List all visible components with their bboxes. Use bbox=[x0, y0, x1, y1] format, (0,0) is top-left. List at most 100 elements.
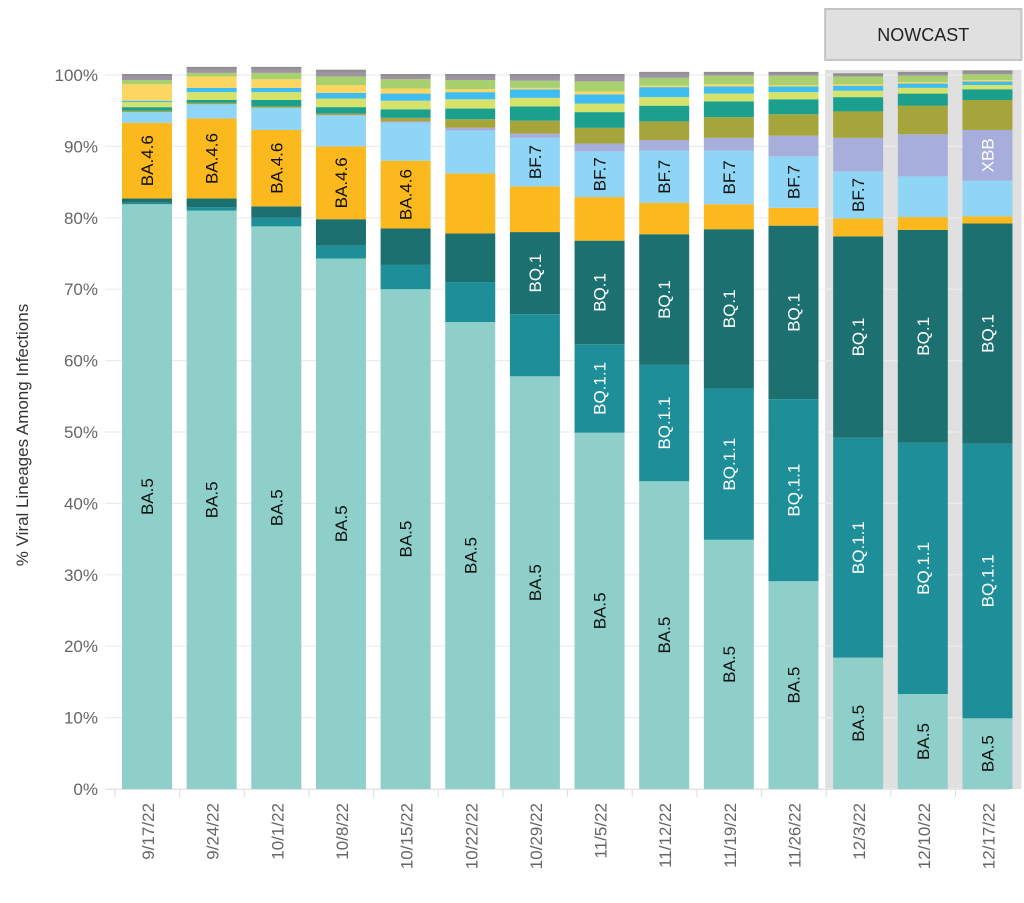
bar-segment-bf-7 bbox=[639, 150, 690, 203]
bar-segment-ba-4-6 bbox=[833, 218, 884, 237]
bar-segment-other bbox=[703, 75, 754, 85]
bar-segment-other bbox=[897, 72, 948, 76]
segment-label: BA.5 bbox=[138, 478, 157, 515]
bar-segment-bq-1 bbox=[186, 198, 237, 208]
bar-segment-other bbox=[509, 75, 560, 81]
bar-segment-ba-5 bbox=[639, 481, 690, 789]
bar-segment-bf-11 bbox=[315, 92, 366, 99]
bar-stack: BA.5 BA.4.6 bbox=[186, 66, 237, 789]
bar-segment-bq-1 bbox=[251, 206, 302, 218]
x-tick-label: 11/19/22 bbox=[721, 803, 740, 868]
bar-segment-bf-11 bbox=[186, 87, 237, 93]
bar-segment-ba-4-6 bbox=[639, 202, 690, 235]
bar-segment-bq-1 bbox=[962, 223, 1013, 444]
x-tick-label: 10/15/22 bbox=[398, 803, 417, 869]
bar-segment-other bbox=[445, 79, 496, 90]
bar-segment-ba-2-75-2 bbox=[962, 79, 1013, 82]
bar-segment-ba-5-2-6 bbox=[509, 97, 560, 107]
bar-segment-xbb bbox=[962, 129, 1013, 181]
bar-segment-bq-1 bbox=[833, 236, 884, 438]
bar-segment-bn-1 bbox=[186, 99, 237, 103]
bar-segment-bq-1-1 bbox=[186, 207, 237, 211]
bar-segment-ba-2-75-2 bbox=[639, 85, 690, 88]
x-tick-label: 10/22/22 bbox=[462, 803, 481, 869]
x-tick-label: 12/17/22 bbox=[979, 803, 998, 869]
bar-segment-bn-1 bbox=[703, 101, 754, 118]
bar-segment-ba-5-2-6 bbox=[186, 92, 237, 100]
bar-segment-ba-4-6 bbox=[380, 160, 431, 229]
bar-segment-xbb bbox=[445, 127, 496, 131]
bar-segment-bn-1 bbox=[833, 97, 884, 112]
bar-segment-ba-4-6 bbox=[897, 217, 948, 230]
y-tick-label: 80% bbox=[64, 209, 98, 228]
bar-segment-bq-1-1 bbox=[380, 264, 431, 290]
y-tick-label: 60% bbox=[64, 352, 98, 371]
bar-segment-ba-5-2-6 bbox=[251, 92, 302, 100]
bar-segment-ba-5 bbox=[962, 718, 1013, 789]
bar-segment-ba-2-75-2 bbox=[380, 88, 431, 94]
bar-segment-ba-5-2-6 bbox=[833, 90, 884, 98]
bar-segment-bf-7 bbox=[186, 104, 237, 119]
segment-label: BQ.1 bbox=[720, 289, 739, 328]
bar-segment-bn-1 bbox=[509, 106, 560, 121]
x-tick-label: 10/1/22 bbox=[268, 803, 287, 860]
x-tick-label: 10/29/22 bbox=[527, 803, 546, 869]
bar-segment-bq-1 bbox=[315, 219, 366, 246]
x-tick-label: 12/10/22 bbox=[915, 803, 934, 869]
segment-label: BQ.1 bbox=[978, 314, 997, 353]
bar-segment-bq-1-1 bbox=[833, 437, 884, 658]
segment-label: BA.4.6 bbox=[332, 157, 351, 208]
bar-segment-other bbox=[445, 75, 496, 80]
y-axis: 0% 10% 20% 30% 40% 50% 60% 70% 80% 90% 100% bbox=[55, 66, 98, 799]
bar-segment-bq-1-1 bbox=[445, 282, 496, 323]
bar-segment-ba-5 bbox=[897, 694, 948, 789]
segment-label: BQ.1.1 bbox=[849, 521, 868, 574]
bar-segment-bn-1 bbox=[445, 119, 496, 128]
bar-segment-ba-4-6 bbox=[509, 186, 560, 233]
y-tick-label: 70% bbox=[64, 280, 98, 299]
bar-segment-xbb bbox=[833, 137, 884, 172]
segment-label: BF.7 bbox=[785, 165, 804, 199]
bar-segment-bf-7 bbox=[768, 156, 819, 208]
bar-segment-other bbox=[703, 72, 754, 76]
bar-segment-ba-4-6 bbox=[574, 197, 625, 241]
bar-segment-ba-4-6 bbox=[186, 118, 237, 199]
bar-top-edge bbox=[509, 74, 560, 76]
y-tick-label: 20% bbox=[64, 637, 98, 656]
bar-segment-bq-1 bbox=[639, 234, 690, 365]
bar-stack: BA.5 BQ.1.1 BQ.1 BF.7 bbox=[639, 71, 690, 789]
bar-segment-bf-11 bbox=[768, 86, 819, 93]
bar-segment-bf-7 bbox=[574, 151, 625, 198]
bar-stack: BA.5 BQ.1.1 BQ.1 BF.7 bbox=[703, 71, 754, 789]
bar-segment-bq-1-1 bbox=[703, 388, 754, 540]
bar-segment-ba-2-75-2 bbox=[574, 91, 625, 95]
bar-segment-bn-1 bbox=[186, 102, 237, 105]
bar-segment-bq-1 bbox=[703, 229, 754, 389]
bar-segment-bf-11 bbox=[251, 87, 302, 93]
bar-segment-bq-1-1 bbox=[251, 217, 302, 227]
bar-segment-other bbox=[768, 75, 819, 85]
bar-segment-ba-2-75-2 bbox=[897, 82, 948, 84]
bar-segment-other bbox=[251, 67, 302, 73]
bar-segment-ba-2-75-2 bbox=[703, 84, 754, 87]
segment-label: BQ.1.1 bbox=[720, 438, 739, 491]
bar-stack: BA.5 BA.4.6 bbox=[380, 74, 431, 789]
y-tick-label: 0% bbox=[73, 780, 98, 799]
bar-segment-other bbox=[380, 79, 431, 89]
bar-segment-xbb bbox=[509, 133, 560, 138]
segment-label: BA.5 bbox=[978, 735, 997, 772]
segment-label: BA.5 bbox=[720, 646, 739, 683]
bar-segment-ba-5-2-6 bbox=[574, 103, 625, 113]
segment-label: BA.5 bbox=[849, 705, 868, 742]
bar-segment-xbb bbox=[768, 135, 819, 157]
bar-segment-ba-2-75-2 bbox=[186, 76, 237, 88]
segment-label: BA.4.6 bbox=[138, 135, 157, 186]
bar-segment-bn-1 bbox=[574, 127, 625, 144]
bar-segment-bn-1 bbox=[833, 111, 884, 138]
segment-label: BQ.1.1 bbox=[978, 554, 997, 607]
bar-top-edge bbox=[251, 66, 302, 69]
segment-label: BQ.1 bbox=[591, 273, 610, 312]
bar-segment-bf-11 bbox=[122, 100, 172, 103]
bar-top-edge bbox=[186, 66, 237, 69]
bar-segment-ba-4-6 bbox=[122, 122, 172, 199]
